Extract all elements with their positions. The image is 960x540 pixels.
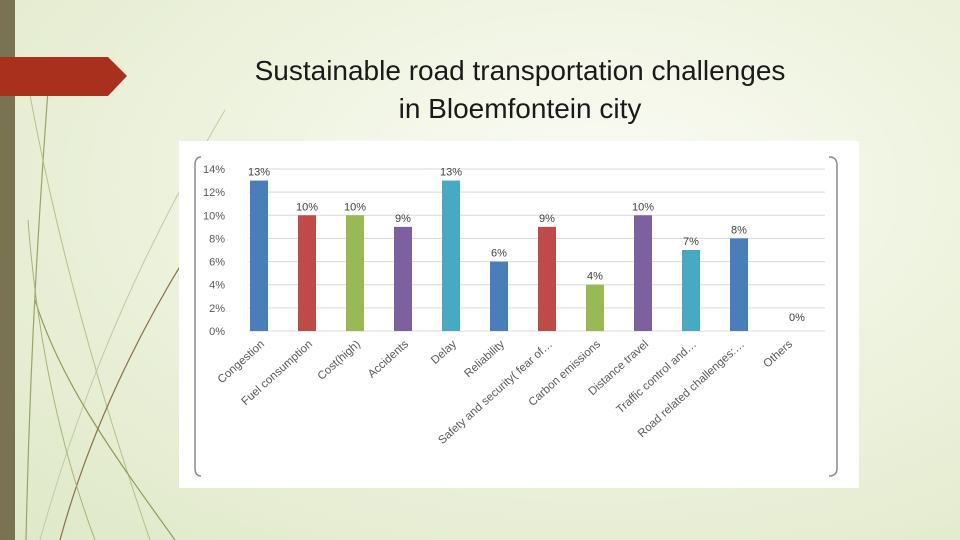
left-accent-bar [0, 0, 15, 540]
slide-title: Sustainable road transportation challeng… [180, 52, 860, 128]
decorative-lines [25, 89, 226, 540]
category-label: Accidents [366, 338, 411, 380]
frame-left-bracket [194, 156, 202, 477]
chart-gridlines [249, 168, 825, 332]
bar [490, 261, 508, 331]
bar [538, 226, 556, 331]
chart-panel: 0% 2% 4% 6% 8% 10% 12% 14% 13% 10% 10% 9% 13% 6% 9% 4%… [179, 141, 859, 488]
bar [394, 226, 412, 331]
category-label: Cost(high) [316, 338, 364, 383]
data-label: 9% [539, 213, 555, 225]
y-tick-label: 12% [203, 187, 225, 199]
bar [730, 238, 748, 331]
title-accent-tab [0, 57, 127, 96]
bar [682, 250, 700, 331]
bar [442, 180, 460, 331]
category-label: Delay [429, 338, 459, 367]
frame-right-bracket [828, 156, 838, 477]
category-label: Congestion [216, 338, 267, 386]
bar [634, 215, 652, 331]
chart-bars [250, 180, 748, 331]
data-label: 13% [440, 167, 462, 179]
data-label: 13% [248, 167, 270, 179]
slide-title-line-2: in Bloemfontein city [398, 93, 642, 124]
data-label: 10% [296, 201, 318, 213]
category-label: Others [761, 338, 795, 370]
category-label: Traffic control and… [615, 338, 700, 416]
y-tick-label: 6% [209, 257, 225, 269]
data-label: 6% [491, 248, 507, 260]
bar-chart: 0% 2% 4% 6% 8% 10% 12% 14% 13% 10% 10% 9% 13% 6% 9% 4%… [194, 156, 838, 477]
data-label: 10% [344, 201, 366, 213]
data-label: 8% [731, 224, 747, 236]
bar [250, 180, 268, 331]
bar [298, 215, 316, 331]
data-label: 0% [789, 312, 805, 324]
y-tick-label: 8% [209, 233, 225, 245]
y-tick-label: 0% [209, 326, 225, 338]
category-label: Reliability [462, 338, 507, 380]
slide-title-line-1: Sustainable road transportation challeng… [254, 55, 786, 86]
y-tick-label: 2% [209, 303, 225, 315]
data-label: 10% [632, 201, 654, 213]
data-label: 7% [683, 236, 699, 248]
bar [586, 284, 604, 331]
chart-frame [194, 156, 838, 477]
y-tick-label: 14% [203, 164, 225, 176]
data-label: 9% [395, 213, 411, 225]
bar [346, 215, 364, 331]
y-axis-tick-labels: 0% 2% 4% 6% 8% 10% 12% 14% [203, 164, 225, 338]
data-labels: 13% 10% 10% 9% 13% 6% 9% 4% 10% 7% 8% 0% [248, 167, 805, 324]
y-tick-label: 10% [203, 210, 225, 222]
data-label: 4% [587, 271, 603, 283]
y-tick-label: 4% [209, 280, 225, 292]
